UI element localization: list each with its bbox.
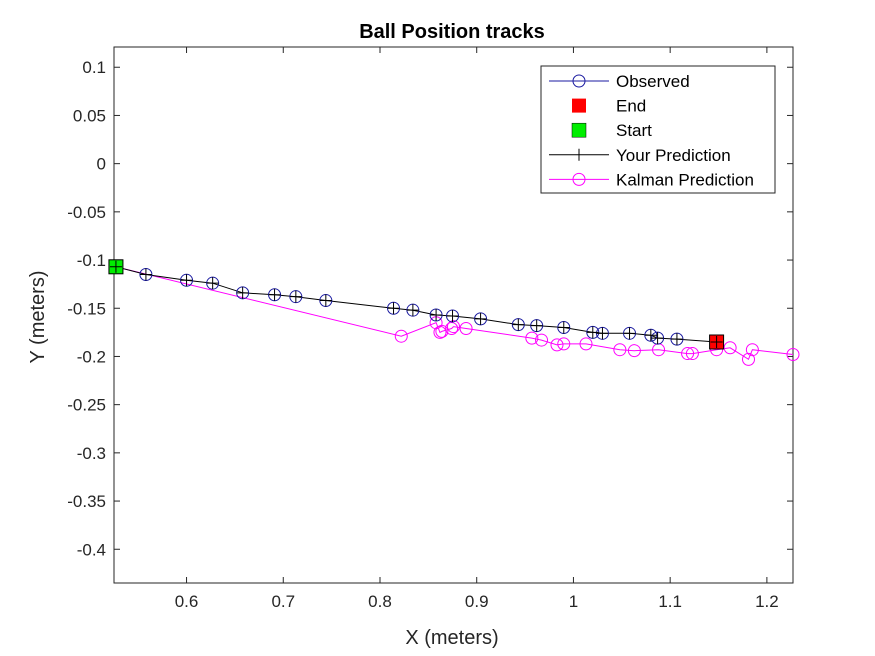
prediction-point [446, 309, 459, 322]
kalman-point [525, 331, 539, 345]
start-marker-cross [109, 260, 122, 273]
kalman-point [550, 338, 564, 352]
prediction-point [268, 288, 281, 301]
y-tick-label: -0.35 [67, 492, 106, 511]
prediction-point [512, 318, 525, 331]
x-tick-label: 0.8 [368, 592, 392, 611]
y-tick-label: 0.05 [73, 106, 106, 125]
end-marker-cross [710, 335, 723, 348]
prediction-point [596, 327, 609, 340]
x-axis-label: X (meters) [405, 627, 498, 649]
y-tick-label: 0 [97, 155, 106, 174]
y-tick-label: -0.15 [67, 299, 106, 318]
x-axis-ticks: 0.6 0.7 0.8 0.9 1 1.1 1.2 [175, 47, 779, 611]
prediction-point [530, 319, 543, 332]
legend-label-end: End [616, 97, 646, 116]
x-tick-label: 1 [569, 592, 578, 611]
prediction-point [387, 302, 400, 315]
legend-label-prediction: Your Prediction [616, 146, 731, 165]
prediction-point [557, 321, 570, 334]
kalman-point [433, 325, 447, 339]
prediction-point [623, 327, 636, 340]
y-tick-label: -0.3 [77, 444, 106, 463]
kalman-point [535, 333, 549, 347]
x-tick-label: 1.1 [658, 592, 682, 611]
y-axis-ticks: 0.1 0.05 0 -0.05 -0.1 -0.15 -0.2 -0.25 -0.3 -0.35… [67, 58, 793, 559]
legend-observed-marker [572, 74, 586, 88]
kalman-point [723, 341, 737, 355]
prediction-point [289, 290, 302, 303]
legend-end-marker [572, 98, 586, 113]
kalman-point [435, 324, 449, 338]
kalman-point [786, 348, 800, 362]
y-tick-label: -0.25 [67, 396, 106, 415]
kalman-point [685, 347, 699, 361]
x-tick-label: 0.6 [175, 592, 199, 611]
y-tick-label: -0.2 [77, 347, 106, 366]
prediction-point [139, 268, 152, 281]
y-tick-label: 0.1 [82, 58, 106, 77]
x-tick-label: 1.2 [755, 592, 779, 611]
kalman-point [613, 343, 627, 357]
kalman-point [742, 352, 756, 366]
y-axis-label: Y (meters) [27, 271, 49, 364]
prediction-point [670, 333, 683, 346]
y-tick-label: -0.4 [77, 540, 106, 559]
kalman-point [445, 321, 459, 335]
kalman-point [557, 337, 571, 351]
legend-start-marker [571, 122, 587, 138]
prediction-point [206, 277, 219, 290]
chart-title: Ball Position tracks [359, 21, 545, 43]
plot-area [108, 259, 800, 366]
prediction-point [319, 294, 332, 307]
kalman-point [447, 320, 460, 334]
kalman-point [627, 344, 641, 358]
prediction-point [644, 329, 657, 342]
legend: Observed End Start Your Prediction Kalman Pr… [540, 65, 776, 194]
y-tick-label: -0.05 [67, 203, 106, 222]
y-tick-label: -0.1 [77, 251, 106, 270]
kalman-point [459, 321, 473, 335]
legend-label-observed: Observed [616, 72, 690, 91]
prediction-point [586, 326, 599, 339]
x-tick-label: 0.7 [271, 592, 295, 611]
prediction-point [406, 304, 419, 317]
kalman-point [745, 343, 759, 357]
prediction-point [474, 312, 487, 325]
prediction-point [651, 332, 664, 345]
legend-kalman-marker [572, 172, 586, 186]
kalman-point [579, 337, 593, 351]
legend-label-start: Start [616, 121, 652, 140]
x-tick-label: 0.9 [465, 592, 489, 611]
prediction-point [180, 274, 193, 287]
prediction-point [236, 286, 249, 299]
prediction-point [430, 309, 443, 321]
kalman-point [681, 347, 695, 361]
kalman-point [394, 329, 408, 343]
legend-label-kalman: Kalman Prediction [616, 170, 754, 189]
